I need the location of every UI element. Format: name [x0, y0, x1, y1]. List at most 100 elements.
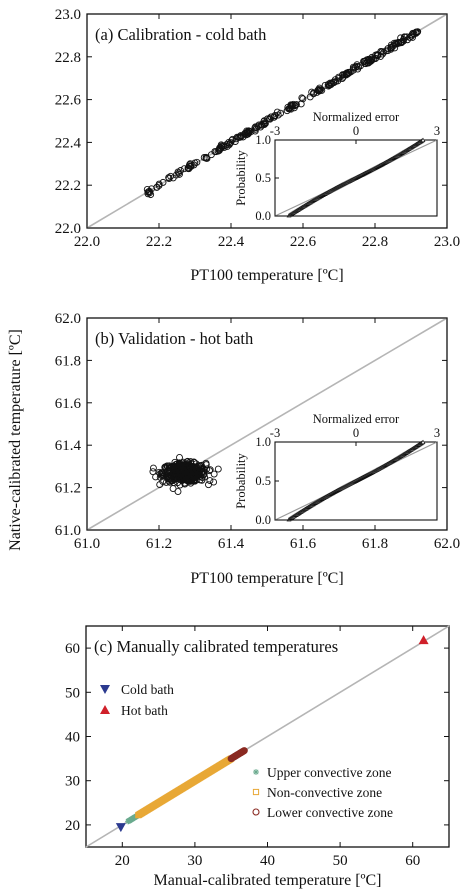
x-tick-label: 50 [333, 853, 348, 869]
inset-x-tick-label: 0 [353, 426, 359, 440]
data-point [115, 823, 126, 833]
inset-y-tick-label: 0.5 [255, 474, 271, 488]
data-point [258, 121, 266, 129]
data-point [212, 148, 220, 156]
x-axis-title: PT100 temperature [ºC] [190, 570, 343, 587]
inset-x-tick-label: 3 [434, 426, 440, 440]
inset-y-tick-label: 0.5 [255, 171, 271, 185]
x-tick-label: 22.8 [362, 234, 388, 250]
axes-frame [86, 317, 448, 531]
legend-marker [252, 788, 260, 796]
data-point [273, 108, 281, 116]
x-tick-label: 22.0 [74, 234, 100, 250]
inset-points [286, 439, 426, 522]
inset-x-tick-label: -3 [270, 426, 280, 440]
data-point [237, 133, 244, 141]
data-point [314, 86, 322, 94]
y-tick-label: 61.8 [55, 353, 81, 369]
inset-y-tick-label: 0.0 [255, 209, 271, 223]
data-point [174, 168, 182, 176]
data-point [251, 124, 259, 132]
data-point [192, 470, 200, 478]
data-point [170, 474, 178, 482]
data-point [258, 121, 265, 128]
data-point [219, 142, 227, 150]
panel-title: (a) Calibration - cold bath [95, 25, 267, 44]
data-point [286, 104, 294, 112]
legend-baths: Cold bath Hot bath [100, 682, 174, 718]
data-point [181, 464, 188, 472]
data-point [344, 68, 352, 76]
data-point [149, 464, 157, 472]
legend-marker [253, 769, 259, 775]
data-point [165, 175, 173, 183]
data-point [170, 469, 178, 477]
data-point [174, 465, 182, 473]
plot-frame [86, 13, 448, 229]
x-tick-label: 60 [405, 853, 420, 869]
data-point [206, 466, 214, 474]
x-axis-title: PT100 temperature [ºC] [190, 267, 343, 284]
data-points [149, 454, 222, 495]
inset: -3 0 3 0.0 0.5 1.0 Normalized error Probability [234, 110, 440, 223]
y-tick-label: 61.2 [55, 481, 81, 497]
x-tick-label: 30 [187, 853, 202, 869]
data-point [310, 90, 318, 98]
data-point [184, 468, 192, 476]
plot-frame [86, 317, 448, 531]
data-point [400, 33, 408, 41]
x-tick-label: 20 [115, 853, 130, 869]
data-point [274, 111, 282, 119]
panel-title: (c) Manually calibrated temperatures [94, 637, 338, 656]
data-point [277, 109, 285, 117]
y-tick-label: 40 [65, 730, 80, 746]
data-point [166, 478, 174, 486]
data-point [174, 488, 182, 495]
data-point [156, 481, 164, 489]
x-tick-label: 61.8 [362, 536, 388, 552]
data-point [217, 144, 225, 152]
shared-ylabel: Native-calibrated temperature [ºC] [7, 329, 24, 551]
inset: -3 0 3 0.0 0.5 1.0 Normalized error Probability [234, 412, 440, 527]
x-tick-label: 62.0 [434, 536, 460, 552]
y-tick-label: 22.4 [55, 135, 82, 151]
data-point [162, 463, 170, 471]
data-point [412, 28, 420, 36]
legend-marker [100, 685, 110, 694]
data-point [395, 39, 403, 47]
legend-label: Non-convective zone [267, 785, 382, 800]
data-point [176, 481, 184, 489]
data-points [143, 28, 422, 199]
data-point [360, 58, 368, 66]
data-point [166, 463, 173, 471]
data-point [331, 76, 339, 84]
inset-x-axis-title: Normalized error [313, 412, 400, 426]
legend-marker [100, 705, 110, 714]
data-point [152, 473, 160, 481]
data-point [377, 52, 385, 60]
data-point [399, 37, 407, 45]
y-tick-label: 23.0 [55, 7, 81, 23]
inset-y-axis-title: Probability [234, 452, 248, 508]
panel-a: 22.0 22.2 22.4 22.6 22.8 23.0 22.0 22.2 22.4 22.6… [55, 7, 460, 284]
data-point [217, 141, 225, 149]
panel-b: 61.0 61.2 61.4 61.6 61.8 62.0 61.0 61.2 61.4 61.6… [55, 311, 460, 587]
data-point [177, 470, 185, 478]
y-tick-label: 22.0 [55, 221, 81, 237]
inset-points [286, 137, 426, 218]
data-point [370, 55, 378, 63]
data-point [190, 470, 198, 478]
data-point [245, 129, 253, 137]
inset-y-axis-title: Probability [234, 149, 248, 205]
y-tick-label: 20 [65, 818, 80, 834]
y-tick-label: 50 [65, 685, 80, 701]
data-point [184, 164, 192, 172]
data-point [206, 477, 214, 485]
y-tick-label: 62.0 [55, 311, 81, 327]
data-point [160, 472, 168, 480]
legend-label: Lower convective zone [267, 805, 393, 820]
data-point [293, 101, 300, 109]
y-tick-label: 61.0 [55, 523, 81, 539]
data-point [184, 464, 192, 471]
data-point [202, 459, 210, 467]
